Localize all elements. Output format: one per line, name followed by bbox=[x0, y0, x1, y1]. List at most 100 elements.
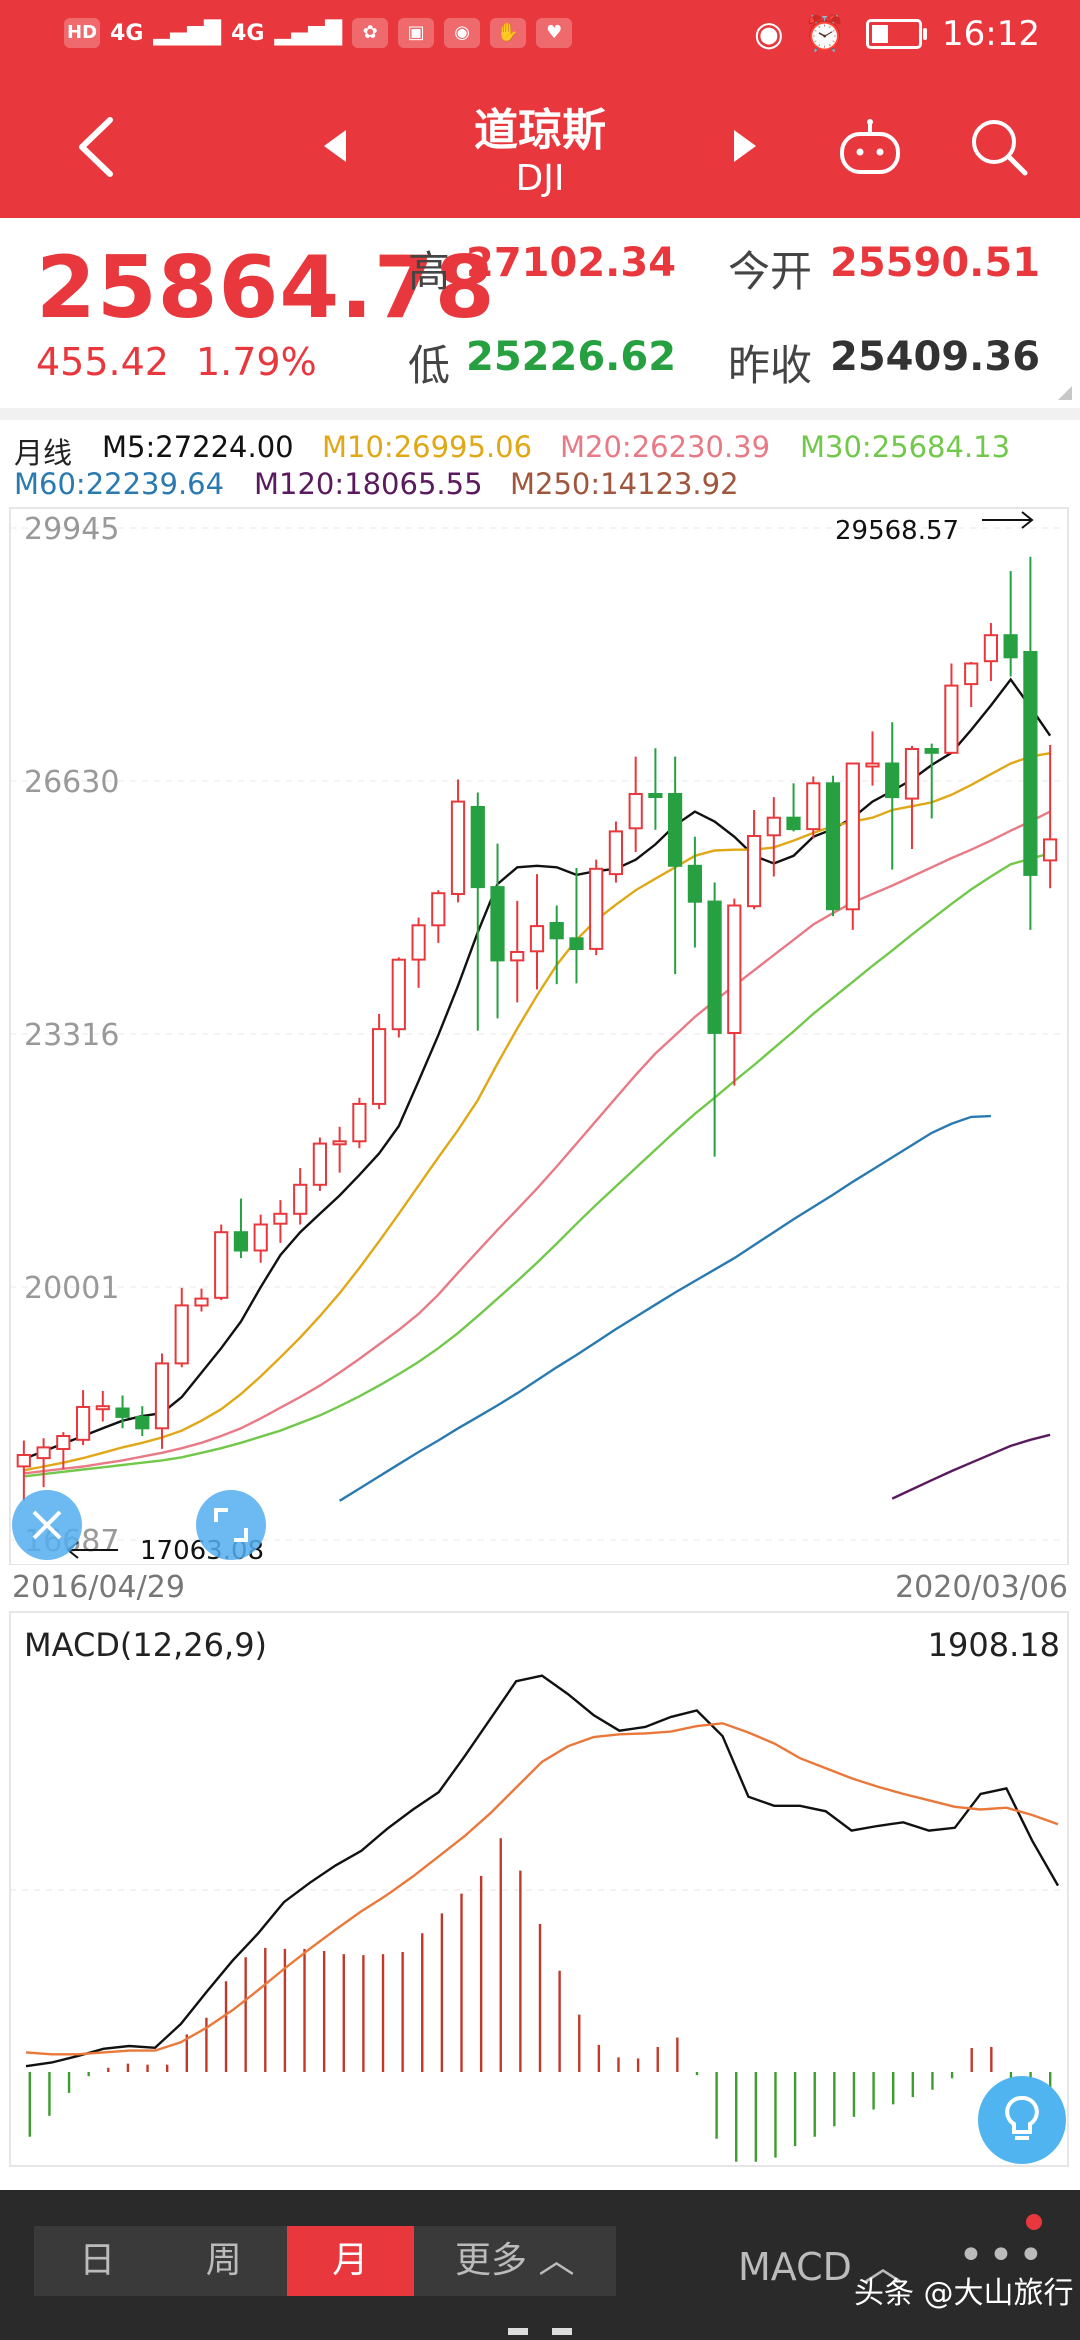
candle-body bbox=[16, 1454, 31, 1468]
candle bbox=[549, 905, 564, 985]
back-arrow-icon[interactable] bbox=[70, 112, 130, 182]
candle-body bbox=[135, 1415, 150, 1430]
candle bbox=[687, 836, 702, 948]
candle-body bbox=[747, 835, 762, 908]
notification-dot bbox=[1026, 2214, 1042, 2230]
candle bbox=[490, 843, 505, 1019]
candle-body bbox=[273, 1212, 288, 1225]
candle-body bbox=[115, 1407, 130, 1418]
app-icon-heart: ♥ bbox=[536, 18, 573, 48]
network-label: 4G bbox=[110, 20, 144, 46]
candle bbox=[845, 762, 860, 930]
app-icon-iqiyi: ▣ bbox=[398, 18, 435, 48]
candle bbox=[293, 1168, 308, 1225]
robot-assistant-icon[interactable] bbox=[838, 118, 902, 178]
zoom-icon[interactable] bbox=[12, 1490, 82, 1560]
start-date: 2016/04/29 bbox=[12, 1570, 185, 1605]
candle-body bbox=[76, 1406, 91, 1441]
tab-month[interactable]: 月 bbox=[287, 2226, 414, 2296]
signal-icon: ▂▄▆█ bbox=[153, 20, 222, 46]
candle-body bbox=[1023, 651, 1038, 876]
candle-body bbox=[727, 904, 742, 1034]
nav-handle-right bbox=[552, 2328, 572, 2335]
tab-more-label: 更多 bbox=[455, 2240, 528, 2281]
candle-body bbox=[529, 925, 545, 953]
prev-close-value: 25409.36 bbox=[830, 334, 1041, 380]
candle-body bbox=[549, 922, 564, 940]
candle bbox=[964, 661, 979, 707]
tab-week[interactable]: 周 bbox=[205, 2240, 242, 2281]
app-icon-game: ◉ bbox=[444, 18, 481, 48]
ma-lines bbox=[23, 677, 1052, 1502]
candle bbox=[115, 1395, 130, 1429]
candle bbox=[1003, 571, 1018, 677]
kline-frame bbox=[9, 507, 1069, 1565]
signal-icon-2: ▂▄▆█ bbox=[274, 20, 343, 46]
macd-chart[interactable] bbox=[0, 1610, 1080, 2168]
lightbulb-icon[interactable] bbox=[978, 2076, 1066, 2164]
candle bbox=[470, 792, 485, 1031]
candle bbox=[1043, 745, 1058, 889]
low-label: 低 bbox=[408, 341, 451, 390]
macd-line-dea bbox=[25, 1722, 1059, 2056]
candle bbox=[825, 775, 841, 917]
candle-body bbox=[865, 762, 880, 768]
candle-body bbox=[964, 662, 979, 686]
candle bbox=[411, 917, 426, 988]
candle-body bbox=[332, 1140, 347, 1146]
ma-line-m30 bbox=[23, 852, 1051, 1478]
candle bbox=[214, 1224, 229, 1301]
kline-y-ticks: 2994526630233162000116687 bbox=[24, 512, 119, 1559]
y-tick-label: 26630 bbox=[24, 765, 119, 800]
candle-body bbox=[372, 1028, 387, 1105]
prev-stock-icon[interactable] bbox=[320, 126, 350, 166]
tab-more[interactable]: 更多 ︿ bbox=[414, 2226, 616, 2296]
candle bbox=[904, 745, 920, 849]
kline-chart[interactable]: 2994526630233162000116687 29568.57 17063… bbox=[0, 500, 1080, 1565]
network-label-2: 4G bbox=[231, 20, 265, 46]
more-options-icon[interactable]: ••• bbox=[958, 2230, 1048, 2281]
hd-icon: HD bbox=[64, 18, 101, 48]
candle bbox=[431, 890, 446, 943]
candle bbox=[766, 797, 781, 877]
candle-body bbox=[628, 793, 643, 830]
candle-body bbox=[411, 924, 426, 961]
high-value: 27102.34 bbox=[466, 240, 677, 286]
macd-line-dif bbox=[25, 1674, 1060, 2068]
prev-close-label: 昨收 bbox=[728, 341, 813, 390]
candle-body bbox=[786, 816, 801, 831]
high-label: 高 bbox=[408, 247, 451, 296]
candle bbox=[589, 859, 604, 956]
y-tick-label: 20001 bbox=[24, 1271, 119, 1306]
tab-day[interactable]: 日 bbox=[79, 2240, 116, 2281]
clock-time: 16:12 bbox=[942, 14, 1040, 54]
candle-body bbox=[510, 951, 525, 962]
max-marker: 29568.57 bbox=[835, 511, 1034, 546]
candle-body bbox=[707, 900, 722, 1034]
candle bbox=[135, 1406, 150, 1436]
candle bbox=[194, 1288, 209, 1312]
next-stock-icon[interactable] bbox=[730, 126, 760, 166]
candle-body bbox=[391, 958, 406, 1031]
expand-icon[interactable] bbox=[196, 1490, 266, 1560]
expand-corner-icon[interactable] bbox=[1058, 386, 1072, 400]
candle bbox=[253, 1214, 268, 1263]
candle-body bbox=[845, 762, 860, 911]
candle-body bbox=[668, 793, 683, 867]
search-icon[interactable] bbox=[968, 116, 1030, 178]
macd-title: MACD(12,26,9) bbox=[24, 1626, 268, 1664]
chevron-up-icon-2: ︿ bbox=[864, 2245, 903, 2289]
candle-body bbox=[944, 684, 959, 754]
price-change-percent: 1.79% bbox=[196, 340, 317, 384]
candle bbox=[36, 1438, 51, 1488]
bottom-toolbar: 日 周 月 更多 ︿ MACD ︿ ••• bbox=[0, 2190, 1080, 2340]
macd-histogram bbox=[28, 1838, 1052, 2162]
candle-body bbox=[885, 762, 900, 799]
candle bbox=[391, 957, 406, 1038]
candle bbox=[924, 743, 939, 819]
candle bbox=[648, 748, 663, 830]
candle-body bbox=[95, 1405, 110, 1411]
indicator-selector[interactable]: MACD ︿ bbox=[738, 2236, 902, 2291]
status-icons-left: HD 4G ▂▄▆█ 4G ▂▄▆█ ✿ ▣ ◉ ✋ ♥ bbox=[64, 18, 573, 48]
end-date: 2020/03/06 bbox=[895, 1570, 1068, 1605]
